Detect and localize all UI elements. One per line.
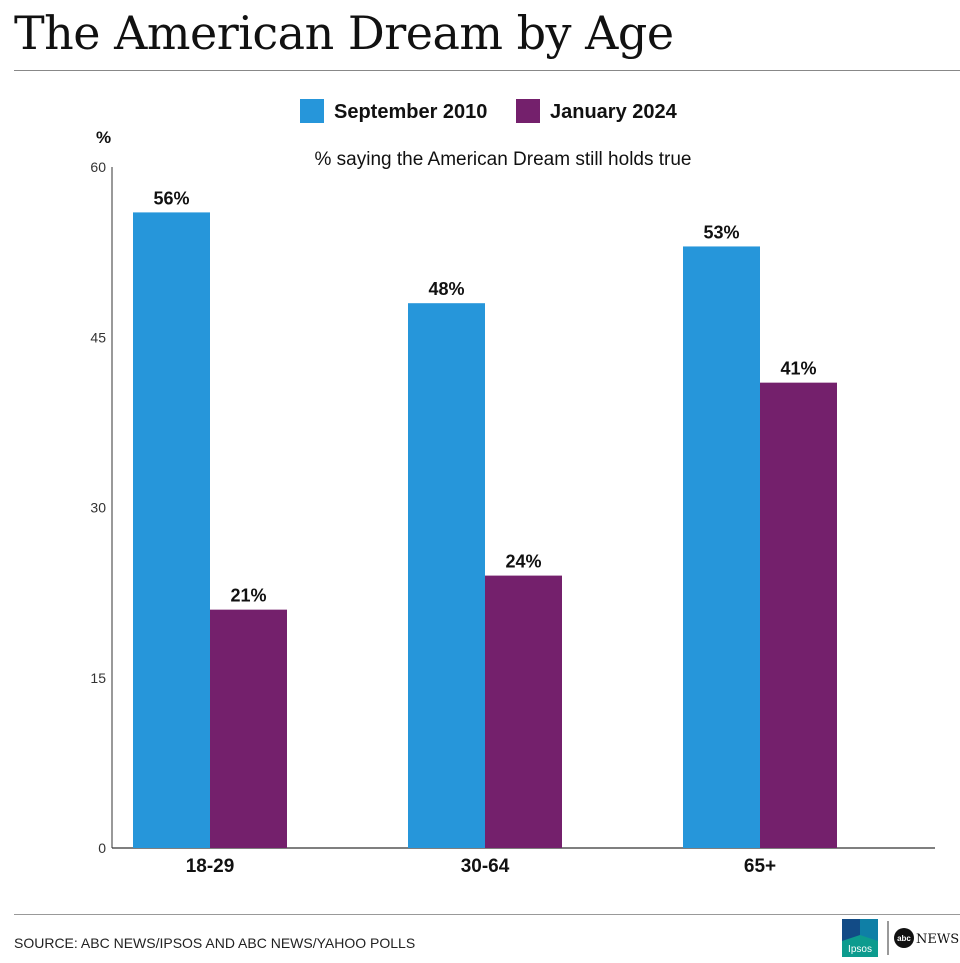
legend-swatch-1 [300,99,324,123]
bar-30-64-series-1 [408,303,485,848]
y-tick-label-15: 15 [90,670,106,686]
y-tick-label-60: 60 [90,159,106,175]
bar-18-29-series-2 [210,609,287,848]
data-label-30-64-series-1: 48% [428,279,464,299]
y-tick-label-0: 0 [98,840,106,856]
y-axis-unit: % [96,128,111,147]
news-logo-text: NEWS [916,932,959,947]
legend-label-2: January 2024 [550,101,678,123]
logos: Ipsos abc NEWS [842,919,959,957]
x-tick-label-30-64: 30-64 [461,856,510,877]
bar-30-64-series-2 [485,575,562,848]
bar-65+-series-2 [760,382,837,848]
abc-logo-text: abc [897,934,911,943]
data-label-65+-series-1: 53% [703,222,739,242]
data-label-18-29-series-1: 56% [153,188,189,208]
legend-label-1: September 2010 [334,101,487,123]
x-tick-label-65+: 65+ [744,856,776,877]
bar-18-29-series-1 [133,212,210,848]
legend-swatch-2 [516,99,540,123]
bar-65+-series-1 [683,246,760,848]
y-tick-label-45: 45 [90,329,106,345]
bar-chart: September 2010 January 2024 % saying the A… [90,99,935,877]
abc-news-logo: abc NEWS [894,928,959,948]
y-tick-label-30: 30 [90,500,106,516]
data-label-65+-series-2: 41% [780,359,816,379]
ipsos-logo: Ipsos [842,919,878,957]
x-tick-label-18-29: 18-29 [186,856,235,877]
ipsos-logo-text: Ipsos [848,944,872,955]
title-divider [14,70,960,71]
data-label-18-29-series-2: 21% [230,586,266,606]
footer-divider [14,914,960,915]
chart-title: The American Dream by Age [14,6,674,60]
source-note: SOURCE: ABC NEWS/IPSOS AND ABC NEWS/YAHO… [14,935,416,951]
data-label-30-64-series-2: 24% [505,552,541,572]
chart-subtitle: % saying the American Dream still holds … [315,149,692,170]
